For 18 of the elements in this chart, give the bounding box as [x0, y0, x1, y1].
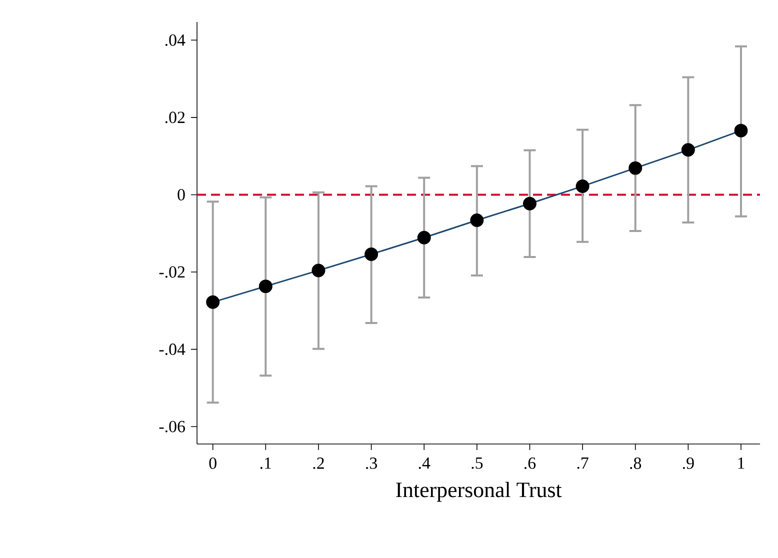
x-tick-label: .3 [366, 458, 377, 469]
x-tick-label: .1 [260, 458, 272, 469]
y-tick-label: -.06 [159, 420, 185, 432]
x-tick-label: .4 [418, 458, 430, 469]
x-tick-label: .9 [682, 458, 694, 469]
x-tick-label: .2 [313, 458, 324, 469]
x-tick-label: .6 [524, 458, 536, 469]
x-tick-label: .8 [630, 458, 642, 470]
x-tick-label: .7 [577, 458, 588, 469]
x-tick-label: 1 [738, 458, 744, 469]
x-tick-label: .5 [472, 458, 483, 469]
x-axis-title: Interpersonal Trust [396, 482, 562, 502]
y-tick-label: .02 [165, 112, 185, 124]
y-tick-label: .04 [165, 34, 186, 46]
y-tick-label: 0 [178, 189, 185, 200]
y-tick-label: -.02 [159, 266, 185, 278]
x-tick-label: 0 [209, 458, 216, 469]
y-tick-label: -.04 [159, 344, 186, 356]
